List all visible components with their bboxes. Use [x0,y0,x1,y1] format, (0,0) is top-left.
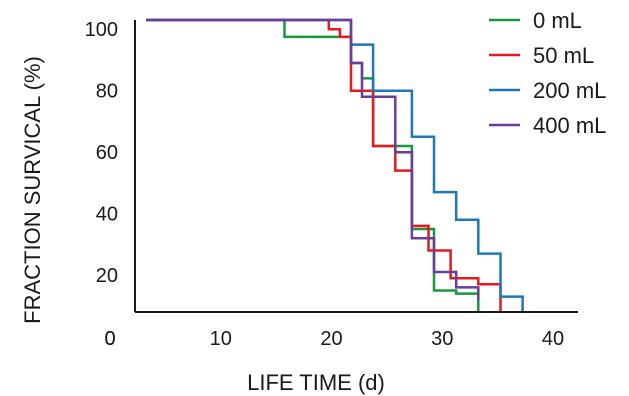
y-axis-title: FRACTION SURVICAL (%) [20,56,45,324]
legend-label: 200 mL [533,78,606,103]
axes [134,20,578,313]
x-axis-title: LIFE TIME (d) [247,370,385,395]
legend-label: 50 mL [533,43,594,68]
legend-label: 400 mL [533,113,606,138]
series-line-50-ml [146,18,502,312]
y-tick-label: 100 [85,19,118,41]
x-tick-label: 20 [320,328,342,350]
x-tick-label: 40 [542,328,564,350]
y-tick-label: 60 [96,142,118,164]
y-tick-label: 80 [96,81,118,103]
legend-label: 0 mL [533,8,582,33]
y-tick-label: 20 [96,265,118,287]
series-line-0-ml [146,18,480,312]
legend: 0 mL 50 mL 200 mL 400 mL [489,8,606,138]
series-line-200-ml [146,18,524,312]
x-tick-label: 10 [210,328,232,350]
origin-tick-label: 0 [104,328,115,350]
y-tick-label: 40 [96,204,118,226]
x-tick-label: 0 [104,328,115,350]
series-line-400-ml [146,18,480,300]
x-tick-label: 30 [431,328,453,350]
plot-area [146,18,524,312]
